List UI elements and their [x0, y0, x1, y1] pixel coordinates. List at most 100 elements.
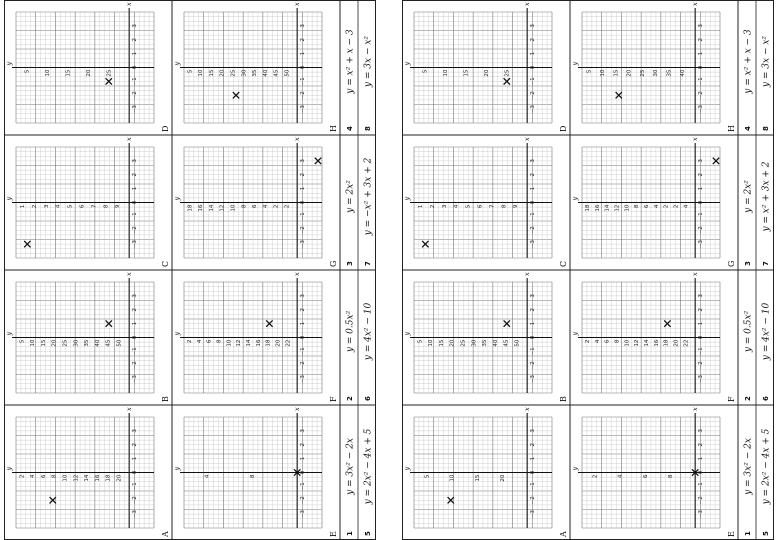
equation-text: y = 2x² [346, 180, 356, 214]
x-tick-label: 1 [530, 186, 536, 190]
cross-mark [712, 157, 720, 165]
y-tick-label: 5 [187, 69, 193, 73]
y-tick-label: 2 [664, 205, 670, 209]
y-tick-label: 10 [450, 474, 456, 482]
x-tick-label: −3 [132, 375, 138, 384]
x-axis-label: x [125, 407, 133, 411]
y-tick-label: 16 [595, 204, 601, 212]
x-axis-label: x [691, 272, 699, 276]
y-tick-label: 15 [41, 339, 47, 347]
y-tick-label: 20 [275, 339, 281, 347]
y-tick-label: 9 [513, 204, 519, 208]
x-tick-label: −1 [698, 212, 704, 221]
x-tick-label: 0 [530, 335, 536, 339]
x-axis-label: x [293, 137, 301, 141]
x-tick-label: 3 [132, 429, 138, 433]
cross-mark [421, 240, 429, 248]
y-tick-label: 50 [284, 69, 290, 77]
cross-mark [615, 91, 623, 99]
x-axis-label: x [293, 2, 301, 6]
x-tick-label: 2 [698, 443, 704, 447]
cross-mark [232, 91, 240, 99]
x-tick-label: 0 [300, 470, 306, 474]
cross-mark [105, 319, 113, 328]
x-tick-label: −1 [530, 77, 536, 86]
y-tick-label: 2 [430, 205, 436, 209]
y-tick-label: 6 [80, 204, 86, 208]
graph-e: x y −3 −2 −1 0 1 2 3 8 6 4 2 E [571, 407, 736, 537]
graph-letter: B [559, 396, 568, 402]
y-tick-label: 5 [466, 204, 472, 208]
x-tick-label: −2 [300, 91, 306, 99]
x-tick-label: −3 [698, 240, 704, 249]
graph-letter: E [329, 531, 338, 537]
graph-letter: C [161, 261, 170, 267]
y-tick-label: 15 [209, 69, 215, 77]
cross-mark [293, 468, 301, 477]
y-axis-label: y [173, 467, 181, 472]
y-tick-label: 10 [62, 474, 68, 482]
equation-text: y = x² + 3x + 2 [762, 161, 772, 232]
y-tick-label: 45 [106, 339, 112, 347]
y-axis-label: y [571, 332, 579, 337]
y-tick-label: 15 [613, 69, 619, 77]
y-tick-label: 18 [664, 339, 670, 347]
x-tick-label: −1 [132, 212, 138, 221]
y-tick-label: 4 [683, 204, 689, 208]
x-tick-label: 3 [300, 24, 306, 28]
graph-b: x y −3 −2 −1 0 1 2 3 50 45 40 35 30 25 20 15 10 5 B [5, 272, 170, 402]
y-tick-label: 45 [274, 69, 280, 77]
equation-number: 3 [346, 261, 354, 266]
y-axis-label: y [173, 62, 181, 67]
y-tick-label: 10 [45, 69, 51, 77]
x-tick-label: −1 [698, 482, 704, 491]
graph-h: x y −3 −2 −1 0 1 2 3 50 45 40 35 30 25 20 15 10 5 H [173, 2, 338, 132]
equation-text: y = 4x² − 10 [364, 302, 374, 361]
y-tick-label: 10 [230, 204, 236, 212]
x-tick-label: 0 [132, 200, 138, 204]
graph-h: x y −3 −2 −1 0 1 2 3 40 35 30 25 20 15 10 5 H [571, 2, 736, 132]
y-tick-label: 8 [501, 204, 507, 208]
graph-d: x y −3 −2 −1 0 1 2 3 25 20 15 10 5 D [403, 2, 568, 132]
x-tick-label: 2 [698, 38, 704, 42]
x-tick-label: 0 [698, 65, 704, 69]
y-tick-label: 35 [482, 339, 488, 347]
y-tick-label: 18 [585, 204, 591, 212]
x-tick-label: 0 [530, 65, 536, 69]
y-tick-label: 7 [91, 204, 97, 208]
equation-text: y = x² + x − 3 [744, 29, 754, 95]
y-tick-label: 15 [439, 339, 445, 347]
x-tick-label: −1 [132, 347, 138, 356]
y-tick-label: 18 [266, 339, 272, 347]
x-tick-label: −1 [300, 482, 306, 491]
graph-letter: G [329, 261, 338, 267]
y-tick-label: 2 [32, 205, 38, 209]
x-axis-label: x [523, 407, 531, 411]
y-tick-label: 8 [634, 204, 640, 208]
graph-letter: F [727, 396, 736, 402]
x-tick-label: 2 [698, 308, 704, 312]
x-tick-label: 3 [530, 24, 536, 28]
y-tick-label: 14 [84, 474, 90, 482]
x-tick-label: 0 [132, 335, 138, 339]
x-tick-label: 0 [132, 65, 138, 69]
y-tick-label: 6 [41, 474, 47, 478]
y-tick-label: 4 [618, 474, 624, 478]
y-tick-label: 5 [587, 69, 593, 73]
y-tick-label: 8 [216, 339, 222, 343]
cross-mark [663, 319, 672, 328]
graph-d: x y −3 −2 −1 0 1 2 3 25 20 15 10 5 D [5, 2, 170, 132]
x-tick-label: −2 [698, 361, 704, 369]
x-tick-label: −2 [530, 226, 536, 234]
y-tick-label: 12 [236, 340, 242, 347]
y-tick-label: 6 [643, 474, 649, 478]
x-tick-label: 1 [698, 456, 704, 460]
y-axis-label: y [571, 197, 579, 202]
equation-text: y = 3x − x² [762, 36, 772, 88]
y-tick-label: 10 [30, 339, 36, 347]
y-tick-label: 2 [19, 475, 25, 479]
y-tick-label: 20 [52, 339, 58, 347]
x-tick-label: −1 [698, 347, 704, 356]
x-tick-label: 3 [300, 159, 306, 163]
